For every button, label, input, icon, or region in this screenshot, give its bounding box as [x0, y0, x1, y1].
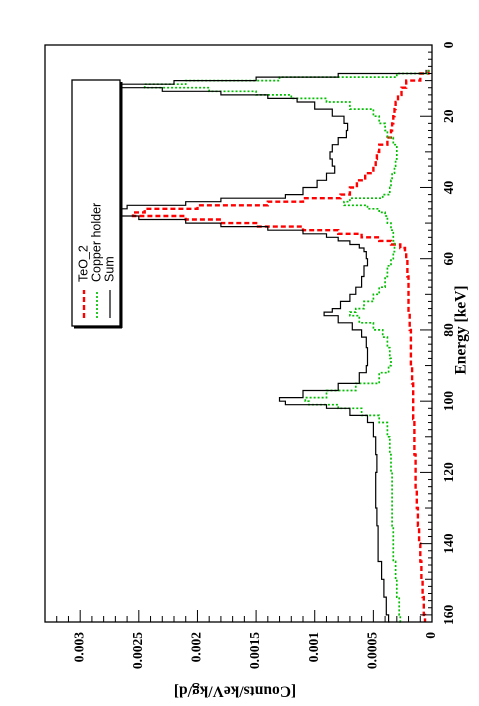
- x-tick-label: 160: [441, 605, 456, 626]
- series-layer: [79, 69, 430, 623]
- y-tick-label: 0.003: [71, 632, 86, 663]
- x-tick-label: 100: [441, 391, 456, 412]
- y-tick-label: 0.001: [306, 632, 321, 663]
- y-tick-label: 0.0025: [130, 632, 145, 669]
- x-tick-label: 40: [441, 180, 456, 194]
- x-tick-label: 20: [441, 109, 456, 123]
- x-tick-label: 80: [441, 323, 456, 337]
- teo-2-series-line: [131, 69, 430, 622]
- sum-series-line: [79, 69, 427, 623]
- copper-holder-series-line: [143, 69, 430, 623]
- x-tick-label: 0: [441, 41, 456, 48]
- legend-label: Copper holder: [89, 203, 103, 282]
- x-axis-title: Energy [keV]: [453, 285, 470, 374]
- x-tick-label: 140: [441, 533, 456, 554]
- y-tick-label: 0.0015: [247, 632, 262, 669]
- legend-label: Sum: [102, 256, 116, 282]
- x-axis-ticks: 0 20 40 60 80 100 120 140 160: [420, 41, 456, 625]
- y-tick-label: 0.002: [189, 632, 204, 663]
- plot-frame: [44, 44, 433, 623]
- y-tick-label: 0.0005: [364, 632, 379, 669]
- legend: TeO_2 Copper holder Sum: [71, 79, 123, 329]
- x-tick-label: 60: [441, 252, 456, 266]
- y-tick-label: 0: [423, 632, 438, 639]
- y-axis-title: [Counts/keV/kg/d]: [174, 682, 296, 699]
- legend-label: TeO_2: [76, 245, 90, 282]
- x-tick-label: 120: [441, 462, 456, 483]
- y-axis-ticks: 0 0.0005 0.001 0.0015 0.002 0.0025 0.003: [44, 610, 438, 669]
